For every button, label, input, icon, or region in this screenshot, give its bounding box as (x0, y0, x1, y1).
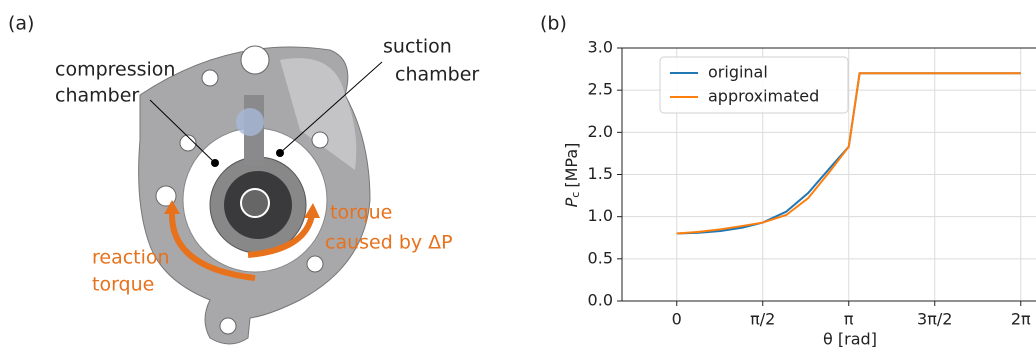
y-tick-label: 2.0 (588, 122, 613, 141)
y-tick-label: 3.0 (588, 38, 613, 57)
hole (312, 132, 328, 148)
annotation: chamber (55, 85, 139, 107)
x-tick-label: π (844, 310, 854, 329)
hole (307, 256, 323, 272)
y-label-symbol: P (562, 197, 581, 207)
panel-label: (b) (540, 13, 567, 35)
leader-dot (211, 159, 219, 167)
x-tick-label: 3π/2 (917, 310, 952, 329)
annotation: caused by ΔP (325, 232, 453, 254)
legend-label: approximated (708, 87, 819, 106)
shaft (241, 189, 269, 217)
y-tick-label: 2.5 (588, 80, 613, 99)
figure: (a) compression chamber suction chamber … (0, 0, 1036, 351)
x-axis-label: θ [rad] (823, 330, 877, 349)
hole (202, 70, 218, 86)
hole (220, 318, 236, 334)
y-axis-label: Pc [MPa] (562, 143, 583, 208)
panel-label: (a) (8, 13, 34, 35)
annotation: compression (55, 59, 175, 81)
annotation: reaction (92, 247, 170, 269)
y-tick-label: 0.5 (588, 248, 613, 267)
hole (241, 46, 269, 74)
y-tick-label: 1.5 (588, 164, 613, 183)
x-tick-label: π/2 (750, 310, 775, 329)
legend-label: original (708, 63, 768, 82)
compressor-part (139, 46, 382, 344)
y-tick-label: 1.0 (588, 206, 613, 225)
annotation: torque (330, 202, 392, 224)
annotation: suction (383, 36, 452, 58)
annotation: chamber (395, 64, 479, 86)
y-label-unit: [MPa] (562, 143, 581, 188)
y-tick-label: 0.0 (588, 291, 613, 310)
port (236, 108, 264, 136)
annotation: torque (92, 274, 154, 296)
y-label-subscript: c (569, 192, 582, 198)
x-tick-label: 2π (1011, 310, 1031, 329)
leader-dot (276, 149, 284, 157)
x-tick-label: 0 (672, 310, 682, 329)
